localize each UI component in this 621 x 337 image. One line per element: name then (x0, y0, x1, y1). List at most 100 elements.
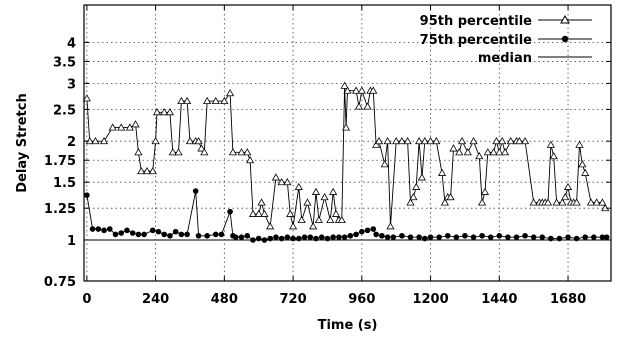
data-point-95th-percentile (392, 136, 401, 145)
series-line-95th-percentile (86, 85, 606, 229)
data-point-75th-percentile (573, 235, 580, 242)
data-point-95th-percentile (437, 168, 447, 176)
data-point-75th-percentile (212, 231, 219, 238)
data-point-75th-percentile (324, 235, 331, 242)
data-point-95th-percentile (309, 222, 318, 230)
data-point-95th-percentile (185, 136, 195, 145)
y-tick-label: 3 (67, 77, 76, 92)
data-point-75th-percentile (267, 235, 273, 242)
data-point-95th-percentile (297, 215, 306, 224)
data-point-95th-percentile (475, 152, 484, 160)
data-point-75th-percentile (505, 234, 511, 240)
y-axis: 0.75 1 1.25 1.5 1.75 2 2.5 3 3.5 4 (44, 36, 611, 290)
data-point-75th-percentile (364, 227, 371, 234)
data-point-75th-percentile (273, 234, 279, 240)
data-point-95th-percentile (480, 187, 490, 195)
data-point-75th-percentile (565, 234, 571, 240)
data-point-75th-percentile (399, 232, 405, 239)
data-point-75th-percentile (427, 234, 434, 240)
data-point-95th-percentile (586, 198, 596, 206)
data-point-75th-percentile (101, 227, 107, 234)
data-point-95th-percentile (352, 86, 361, 94)
data-point-75th-percentile (118, 230, 125, 236)
data-point-75th-percentile (530, 234, 537, 240)
data-point-95th-percentile (578, 160, 587, 168)
data-point-95th-percentile (303, 198, 312, 206)
data-point-75th-percentile (172, 228, 179, 235)
data-point-95th-percentile (563, 182, 573, 190)
data-point-75th-percentile (422, 235, 428, 242)
data-point-75th-percentile (232, 234, 239, 240)
data-point-75th-percentile (496, 232, 503, 239)
data-point-75th-percentile (359, 228, 365, 235)
x-tick-label: 1200 (412, 292, 448, 307)
data-point-95th-percentile (311, 187, 321, 195)
data-point-95th-percentile (369, 86, 378, 94)
data-point-75th-percentile (192, 188, 199, 194)
y-tick-label: 0.75 (44, 275, 76, 290)
data-point-95th-percentile (183, 96, 192, 105)
data-point-75th-percentile (184, 231, 190, 238)
data-point-95th-percentile (283, 177, 292, 186)
data-point-95th-percentile (354, 102, 364, 110)
y-tick-label: 1.25 (44, 202, 76, 217)
data-point-95th-percentile (243, 148, 252, 156)
data-point-75th-percentile (353, 231, 359, 238)
data-point-95th-percentile (372, 140, 381, 148)
data-point-75th-percentile (278, 235, 285, 242)
data-point-95th-percentile (131, 120, 140, 128)
legend: 95th percentile 75th percentile median (420, 14, 592, 66)
data-point-75th-percentile (141, 231, 147, 238)
data-point-95th-percentile (383, 136, 392, 145)
data-point-95th-percentile (211, 96, 220, 105)
x-tick-label: 1680 (550, 292, 586, 307)
data-point-95th-percentile (165, 108, 175, 116)
data-point-95th-percentile (277, 177, 286, 186)
plot-frame (83, 4, 612, 282)
data-point-95th-percentile (397, 136, 407, 145)
data-point-95th-percentile (160, 108, 169, 116)
y-tick-label: 4 (67, 36, 76, 51)
data-point-95th-percentile (326, 215, 335, 224)
data-point-95th-percentile (151, 136, 160, 145)
data-point-75th-percentile (167, 232, 173, 239)
data-point-95th-percentile (546, 140, 555, 148)
data-point-95th-percentile (549, 152, 558, 160)
y-tick-label: 3.5 (53, 55, 76, 70)
data-point-95th-percentile (455, 148, 464, 156)
data-point-75th-percentile (238, 234, 245, 240)
data-point-95th-percentile (142, 167, 152, 175)
data-point-95th-percentile (463, 148, 472, 156)
data-point-95th-percentile (403, 136, 412, 145)
data-point-95th-percentile (271, 173, 280, 181)
data-point-75th-percentile (149, 227, 156, 234)
data-point-95th-percentile (125, 123, 134, 131)
x-tick-label: 480 (211, 292, 238, 307)
data-point-75th-percentile (204, 232, 210, 239)
data-point-75th-percentile (582, 234, 589, 240)
data-point-75th-percentile (487, 234, 494, 240)
data-point-95th-percentile (575, 140, 584, 148)
data-point-75th-percentile (436, 234, 442, 240)
data-point-95th-percentile (543, 198, 553, 206)
data-point-95th-percentile (561, 193, 570, 201)
data-point-75th-percentile (336, 234, 342, 240)
data-point-75th-percentile (591, 234, 597, 240)
data-point-95th-percentile (572, 198, 581, 206)
data-point-75th-percentile (548, 235, 554, 242)
data-point-95th-percentile (380, 160, 389, 168)
data-point-75th-percentile (106, 226, 113, 232)
data-point-75th-percentile (341, 234, 348, 240)
data-point-95th-percentile (228, 148, 238, 156)
data-point-75th-percentile (112, 231, 119, 238)
data-point-95th-percentile (331, 209, 341, 217)
data-point-75th-percentile (318, 234, 325, 240)
data-point-95th-percentile (469, 136, 478, 145)
data-point-95th-percentile (598, 198, 607, 206)
data-point-95th-percentile (288, 222, 298, 230)
data-point-95th-percentile (337, 215, 346, 224)
data-point-95th-percentile (495, 148, 504, 156)
data-point-75th-percentile (296, 235, 302, 242)
data-point-75th-percentile (218, 231, 225, 238)
data-point-95th-percentile (91, 136, 100, 145)
